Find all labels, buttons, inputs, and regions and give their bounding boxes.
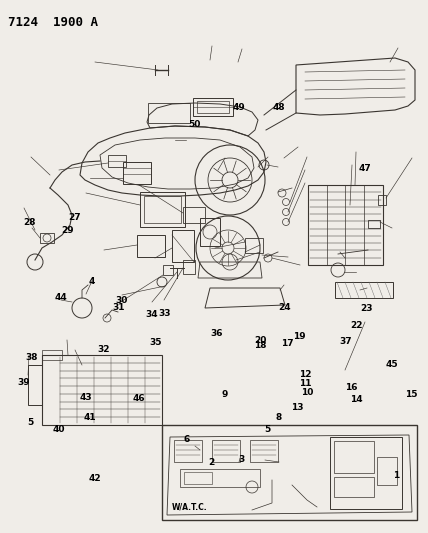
Text: 48: 48 — [273, 103, 285, 112]
Text: 31: 31 — [113, 303, 125, 311]
Text: 46: 46 — [133, 394, 146, 403]
Bar — [184, 472, 212, 484]
Bar — [137, 235, 165, 257]
Text: 33: 33 — [158, 309, 171, 318]
Text: 7124  1900 A: 7124 1900 A — [8, 16, 98, 29]
Bar — [193, 98, 233, 116]
Text: 22: 22 — [350, 321, 363, 330]
Bar — [212, 440, 240, 462]
Bar — [42, 350, 62, 360]
Text: 8: 8 — [275, 413, 281, 422]
Text: 49: 49 — [232, 103, 245, 112]
Bar — [183, 260, 195, 274]
Bar — [330, 437, 402, 509]
Text: 40: 40 — [53, 425, 65, 433]
Text: 5: 5 — [265, 425, 270, 433]
Text: 15: 15 — [405, 390, 418, 399]
Bar — [180, 469, 260, 487]
Text: 50: 50 — [189, 120, 201, 129]
Text: 43: 43 — [79, 393, 92, 401]
Bar — [308, 185, 383, 265]
Bar — [378, 195, 386, 205]
Text: 4: 4 — [89, 277, 95, 286]
Bar — [335, 282, 393, 298]
Text: 14: 14 — [350, 395, 363, 403]
Text: 1: 1 — [393, 472, 399, 480]
Bar — [40, 233, 54, 243]
Bar — [200, 218, 220, 246]
Text: 19: 19 — [293, 332, 306, 341]
Bar — [183, 207, 205, 223]
Text: 36: 36 — [210, 329, 223, 337]
Text: 45: 45 — [386, 360, 398, 368]
Bar — [28, 365, 42, 405]
Text: 47: 47 — [359, 164, 372, 173]
Bar — [174, 440, 202, 462]
Bar — [163, 265, 173, 275]
Text: 32: 32 — [98, 345, 110, 353]
Text: 10: 10 — [301, 389, 313, 397]
Text: 12: 12 — [299, 370, 312, 379]
Text: 44: 44 — [54, 293, 67, 302]
Bar — [162, 425, 417, 520]
Bar — [197, 101, 229, 113]
Text: 9: 9 — [222, 390, 228, 399]
Bar — [144, 196, 181, 223]
Text: 29: 29 — [61, 227, 74, 235]
Text: 34: 34 — [146, 310, 158, 319]
Text: 23: 23 — [360, 304, 373, 312]
Bar — [334, 477, 374, 497]
Text: 17: 17 — [281, 339, 294, 348]
Text: 2: 2 — [209, 458, 215, 467]
Text: 41: 41 — [83, 413, 96, 422]
Bar — [140, 192, 185, 227]
Text: 30: 30 — [116, 296, 128, 305]
Bar — [148, 103, 190, 123]
Text: 13: 13 — [291, 403, 304, 412]
Text: 5: 5 — [28, 418, 34, 427]
Bar — [172, 230, 194, 262]
Text: 16: 16 — [345, 383, 357, 392]
Text: 27: 27 — [68, 213, 81, 222]
Text: 3: 3 — [239, 455, 245, 464]
Text: 39: 39 — [17, 378, 30, 387]
Text: 37: 37 — [339, 337, 352, 346]
Text: 35: 35 — [149, 338, 162, 347]
Bar — [42, 355, 162, 425]
Bar — [377, 457, 397, 485]
Text: 18: 18 — [254, 341, 267, 350]
Text: 38: 38 — [26, 353, 39, 362]
Text: 42: 42 — [89, 474, 101, 483]
Text: 24: 24 — [278, 303, 291, 312]
Text: W/A.T.C.: W/A.T.C. — [172, 503, 208, 512]
Bar — [245, 238, 263, 253]
Bar — [334, 441, 374, 473]
Text: 11: 11 — [299, 379, 312, 388]
Text: 28: 28 — [23, 219, 36, 227]
Bar — [123, 162, 151, 184]
Bar — [250, 440, 278, 462]
Text: 20: 20 — [254, 336, 266, 344]
Bar — [108, 155, 126, 167]
Text: 6: 6 — [183, 435, 189, 444]
Bar — [368, 220, 380, 228]
